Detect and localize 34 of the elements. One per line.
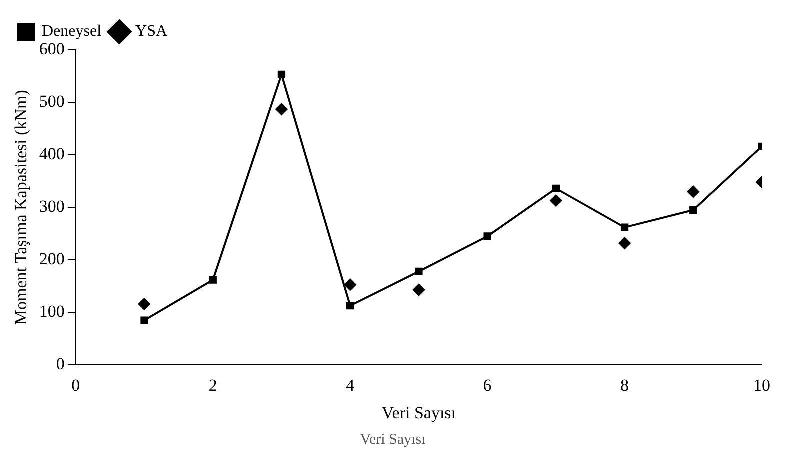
y-tick-label: 500 bbox=[39, 92, 65, 111]
x-tick-label: 4 bbox=[346, 376, 356, 395]
point bbox=[276, 103, 288, 116]
point bbox=[138, 298, 151, 310]
legend-label: YSA bbox=[136, 23, 168, 40]
x-axis-title: Veri Sayısı bbox=[382, 403, 456, 422]
point bbox=[484, 232, 492, 240]
x-tick-label: 10 bbox=[754, 376, 770, 395]
x-tick-label: 2 bbox=[208, 376, 218, 395]
point bbox=[415, 268, 423, 276]
point bbox=[620, 224, 629, 232]
x-tick-label: 0 bbox=[72, 376, 80, 395]
point bbox=[618, 237, 631, 250]
point bbox=[209, 276, 217, 284]
x-tick-label: 6 bbox=[483, 376, 492, 395]
y-tick-label: 400 bbox=[39, 144, 65, 164]
y-tick-label: 100 bbox=[39, 302, 65, 322]
y-tick-label: 600 bbox=[39, 39, 65, 58]
point bbox=[552, 184, 560, 193]
point bbox=[412, 284, 425, 296]
point bbox=[344, 278, 356, 291]
point bbox=[550, 194, 562, 207]
y-tick-label: 200 bbox=[39, 250, 65, 269]
point bbox=[690, 206, 698, 214]
point bbox=[140, 316, 148, 324]
y-axis-title: Moment Taşıma Kapasitesi (kNm) bbox=[12, 90, 31, 326]
legend-label: Deneysel bbox=[42, 23, 102, 40]
x-tick-label: 8 bbox=[620, 376, 630, 395]
y-tick-label: 0 bbox=[56, 354, 65, 374]
point bbox=[346, 302, 354, 310]
point bbox=[278, 70, 286, 79]
point bbox=[687, 186, 700, 198]
text: Veri Sayısı bbox=[359, 432, 427, 449]
y-tick-label: 300 bbox=[39, 197, 65, 216]
